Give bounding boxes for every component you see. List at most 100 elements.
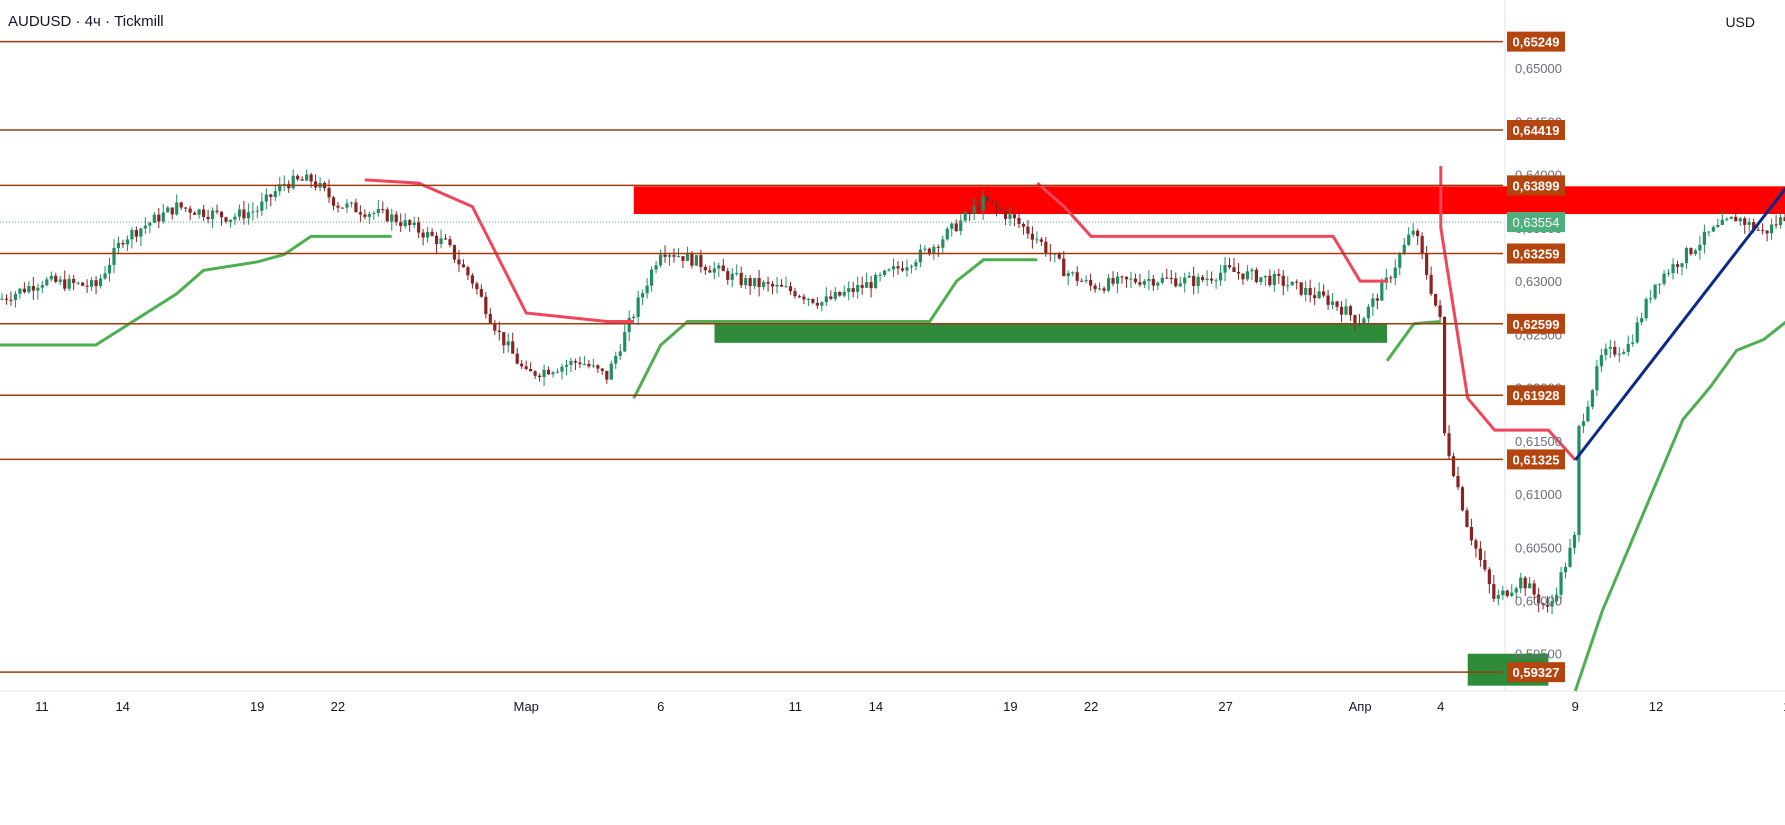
candle-body xyxy=(1214,280,1218,282)
candle-body xyxy=(515,353,519,364)
candle-body xyxy=(869,282,873,289)
candle-body xyxy=(13,293,18,300)
candle-body xyxy=(775,284,779,287)
candle-body xyxy=(762,282,766,287)
candle-body xyxy=(152,214,156,223)
candle-body xyxy=(753,277,757,287)
candle-body xyxy=(712,268,716,273)
candle-body xyxy=(990,201,994,204)
candle-body xyxy=(184,207,188,209)
candle-body xyxy=(1250,269,1254,272)
candle-body xyxy=(233,216,237,220)
candle-body xyxy=(1720,219,1724,225)
candle-body xyxy=(524,366,528,369)
candle-body xyxy=(1671,264,1675,274)
candle-body xyxy=(605,370,609,380)
candle-body xyxy=(582,364,586,366)
candle-body xyxy=(1335,301,1339,307)
candle-body xyxy=(206,216,210,220)
level-label: 0,61928 xyxy=(1513,388,1560,403)
candle-body xyxy=(1658,283,1662,285)
candle-body xyxy=(94,280,98,286)
candle-body xyxy=(1581,421,1586,427)
candle-body xyxy=(1362,318,1366,325)
candle-body xyxy=(918,249,922,263)
candle-body xyxy=(479,289,483,297)
candle-body xyxy=(914,262,918,267)
candle-body xyxy=(1142,280,1146,285)
candle-body xyxy=(1263,275,1267,278)
time-tick: 12 xyxy=(1649,699,1663,714)
candle-body xyxy=(1653,284,1657,299)
trailing-stop-line-0 xyxy=(0,234,392,347)
time-tick: Мар xyxy=(513,699,538,714)
candle-body xyxy=(511,341,515,354)
candle-body xyxy=(941,239,945,248)
candle-body xyxy=(1348,306,1353,316)
candle-body xyxy=(1393,267,1397,279)
candle-body xyxy=(1201,276,1205,281)
candle-body xyxy=(1635,322,1639,343)
candle-body xyxy=(215,210,219,212)
candle-body xyxy=(744,278,748,286)
candle-body xyxy=(806,299,810,301)
candle-body xyxy=(90,280,94,287)
candle-body xyxy=(1689,247,1693,254)
candle-body xyxy=(1707,231,1711,233)
candle-body xyxy=(1236,271,1241,274)
candle-body xyxy=(1586,406,1590,422)
time-tick: 11 xyxy=(788,699,802,714)
candle-body xyxy=(1402,244,1406,255)
candle-body xyxy=(1326,295,1330,305)
candle-body xyxy=(784,286,788,288)
candle-body xyxy=(721,265,725,272)
zone-support xyxy=(714,323,1387,343)
candle-body xyxy=(1425,253,1429,275)
candle-body xyxy=(166,207,170,213)
candle-body xyxy=(1411,230,1415,235)
current-price-label: 0,63554 xyxy=(1513,215,1560,230)
candle-body xyxy=(269,194,273,198)
candle-body xyxy=(1330,301,1335,305)
candle-body xyxy=(1259,277,1263,283)
candle-body xyxy=(878,274,882,276)
candle-body xyxy=(54,275,58,282)
candle-body xyxy=(273,191,277,198)
candle-body xyxy=(735,273,739,275)
candle-body xyxy=(865,282,869,288)
candle-body xyxy=(179,202,183,208)
candle-body xyxy=(766,282,770,284)
candle-body xyxy=(291,175,295,189)
candle-body xyxy=(1187,275,1191,278)
candle-body xyxy=(824,296,828,303)
candle-body xyxy=(1366,306,1370,319)
candle-body xyxy=(72,278,76,283)
candle-body xyxy=(681,256,685,261)
candle-body xyxy=(560,366,564,372)
candle-body xyxy=(1420,236,1424,254)
candle-body xyxy=(1599,355,1603,367)
candle-body xyxy=(354,202,358,213)
candle-body xyxy=(157,214,161,222)
candle-body xyxy=(1044,241,1048,253)
candle-body xyxy=(1546,605,1550,607)
candle-body xyxy=(470,275,474,284)
candle-body xyxy=(475,283,479,290)
candle-body xyxy=(779,284,784,287)
candle-body xyxy=(1057,253,1061,259)
candle-body xyxy=(1563,566,1568,573)
candle-body xyxy=(1147,278,1151,281)
candle-body xyxy=(502,332,506,346)
candle-body xyxy=(1344,306,1348,315)
candle-body xyxy=(1698,244,1702,251)
candle-body xyxy=(986,196,990,202)
symbol-label: AUDUSD xyxy=(8,13,72,30)
candle-body xyxy=(278,184,282,192)
candle-body xyxy=(1165,277,1169,279)
candle-body xyxy=(1734,216,1738,222)
price-tick: 0,63000 xyxy=(1515,274,1562,289)
candle-body xyxy=(506,341,510,346)
currency-label[interactable]: USD xyxy=(1725,14,1755,30)
candle-body xyxy=(1550,601,1554,607)
